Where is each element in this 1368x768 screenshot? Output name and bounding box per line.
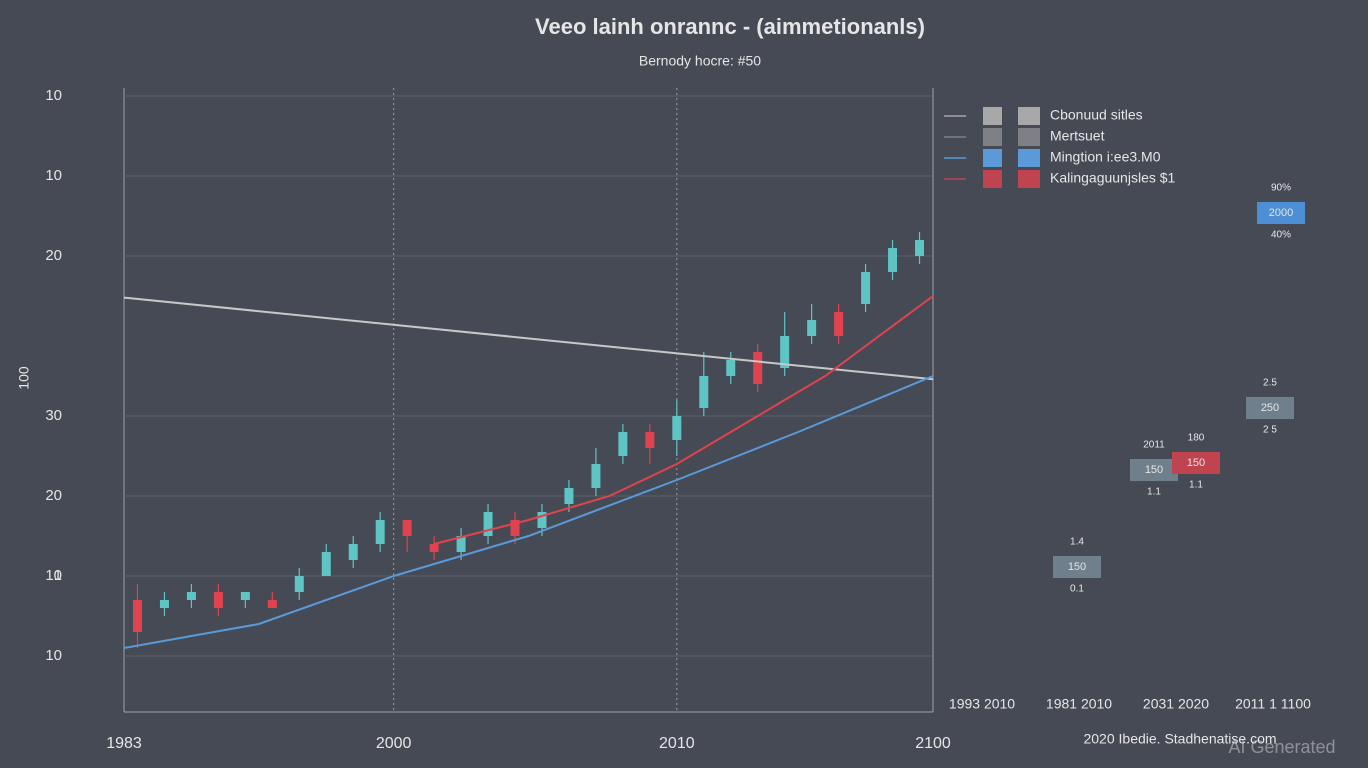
chart-title: Veeo lainh onrannc - (aimmetionanls) (535, 14, 925, 39)
bottom-label: 1993 2010 (949, 696, 1015, 712)
candle-body (861, 272, 871, 304)
side-box-above: 1.4 (1070, 537, 1084, 548)
candle-body (672, 416, 682, 440)
legend-label: Mertsuet (1050, 128, 1105, 144)
x-tick-label: 2000 (376, 735, 412, 752)
legend-label: Kalingaguunjsles $1 (1050, 170, 1176, 186)
candle-body (267, 600, 277, 608)
candle-body (591, 464, 601, 488)
candle-body (240, 592, 250, 600)
candle-body (348, 544, 358, 560)
candle-body (645, 432, 655, 448)
side-box-above: 2011 (1143, 440, 1165, 451)
side-box-label: 2000 (1269, 207, 1293, 219)
legend-swatch (983, 107, 1002, 125)
candle-body (915, 240, 925, 256)
y-tick-label: 30 (45, 407, 62, 424)
side-box-label: 150 (1068, 561, 1086, 573)
y-tick-label: 10 (45, 87, 62, 104)
candle-body (429, 544, 439, 552)
candle-body (213, 592, 223, 608)
y-tick-label: 1 (54, 567, 62, 584)
side-box-label: 150 (1187, 457, 1205, 469)
side-box-below: 2 5 (1263, 425, 1277, 436)
legend-label: Cbonuud sitles (1050, 107, 1143, 123)
side-box-below: 0.1 (1070, 584, 1084, 595)
candle-body (483, 512, 493, 536)
y-tick-label: 10 (45, 167, 62, 184)
side-box (1246, 397, 1294, 419)
side-box-label: 250 (1261, 402, 1279, 414)
bottom-label: 2031 2020 (1143, 696, 1209, 712)
legend-swatch (983, 128, 1002, 146)
candle-body (807, 320, 817, 336)
candle-body (294, 576, 304, 592)
side-box-above: 180 (1188, 433, 1205, 444)
candle-body (132, 600, 142, 632)
candle-body (186, 592, 196, 600)
side-box (1053, 556, 1101, 578)
y-axis-label: 100 (16, 366, 32, 390)
side-box (1172, 452, 1220, 474)
series-line (433, 295, 934, 545)
legend-swatch (983, 149, 1002, 167)
candle-body (510, 520, 520, 536)
candle-body (321, 552, 331, 576)
candle-body (888, 248, 898, 272)
side-box-label: 150 (1145, 464, 1163, 476)
candle-body (780, 336, 790, 368)
candle-body (456, 536, 466, 552)
candle-body (564, 488, 574, 504)
candle-body (834, 312, 844, 336)
side-box (1257, 202, 1305, 224)
bottom-label: 2011 1 1100 (1235, 696, 1311, 712)
side-box-above: 2.5 (1263, 378, 1277, 389)
y-tick-label: 20 (45, 487, 62, 504)
side-box-above: 90% (1271, 183, 1291, 194)
legend-swatch (983, 170, 1002, 188)
watermark: AI Generated (1228, 737, 1335, 757)
side-box-below: 40% (1271, 230, 1291, 241)
source: 2020 Ibedie. Stadhenatise.com (1083, 731, 1276, 747)
candle-body (726, 360, 736, 376)
y-tick-label: 10 (45, 647, 62, 664)
x-tick-label: 2100 (915, 735, 951, 752)
legend-swatch (1018, 149, 1040, 167)
side-box (1130, 459, 1178, 481)
bottom-label: 1981 2010 (1046, 696, 1112, 712)
series-line (123, 375, 934, 649)
x-tick-label: 1983 (106, 735, 142, 752)
legend-swatch (1018, 170, 1040, 188)
legend-swatch (1018, 128, 1040, 146)
side-box-below: 1.1 (1147, 487, 1161, 498)
series-line (123, 296, 934, 381)
y-tick-label: 20 (45, 247, 62, 264)
legend-label: Mingtion i:ee3.M0 (1050, 149, 1161, 165)
y-tick-label: 10 (45, 567, 62, 584)
side-box-below: 1.1 (1189, 480, 1203, 491)
candle-body (753, 352, 763, 384)
candle-body (402, 520, 412, 536)
legend-swatch (1018, 107, 1040, 125)
chart-subtitle: Bernody hocre: #50 (639, 53, 761, 69)
x-tick-label: 2010 (659, 735, 695, 752)
candle-body (699, 376, 709, 408)
candle-body (618, 432, 628, 456)
candle-body (159, 600, 169, 608)
candle-body (537, 512, 547, 528)
candle-body (375, 520, 385, 544)
